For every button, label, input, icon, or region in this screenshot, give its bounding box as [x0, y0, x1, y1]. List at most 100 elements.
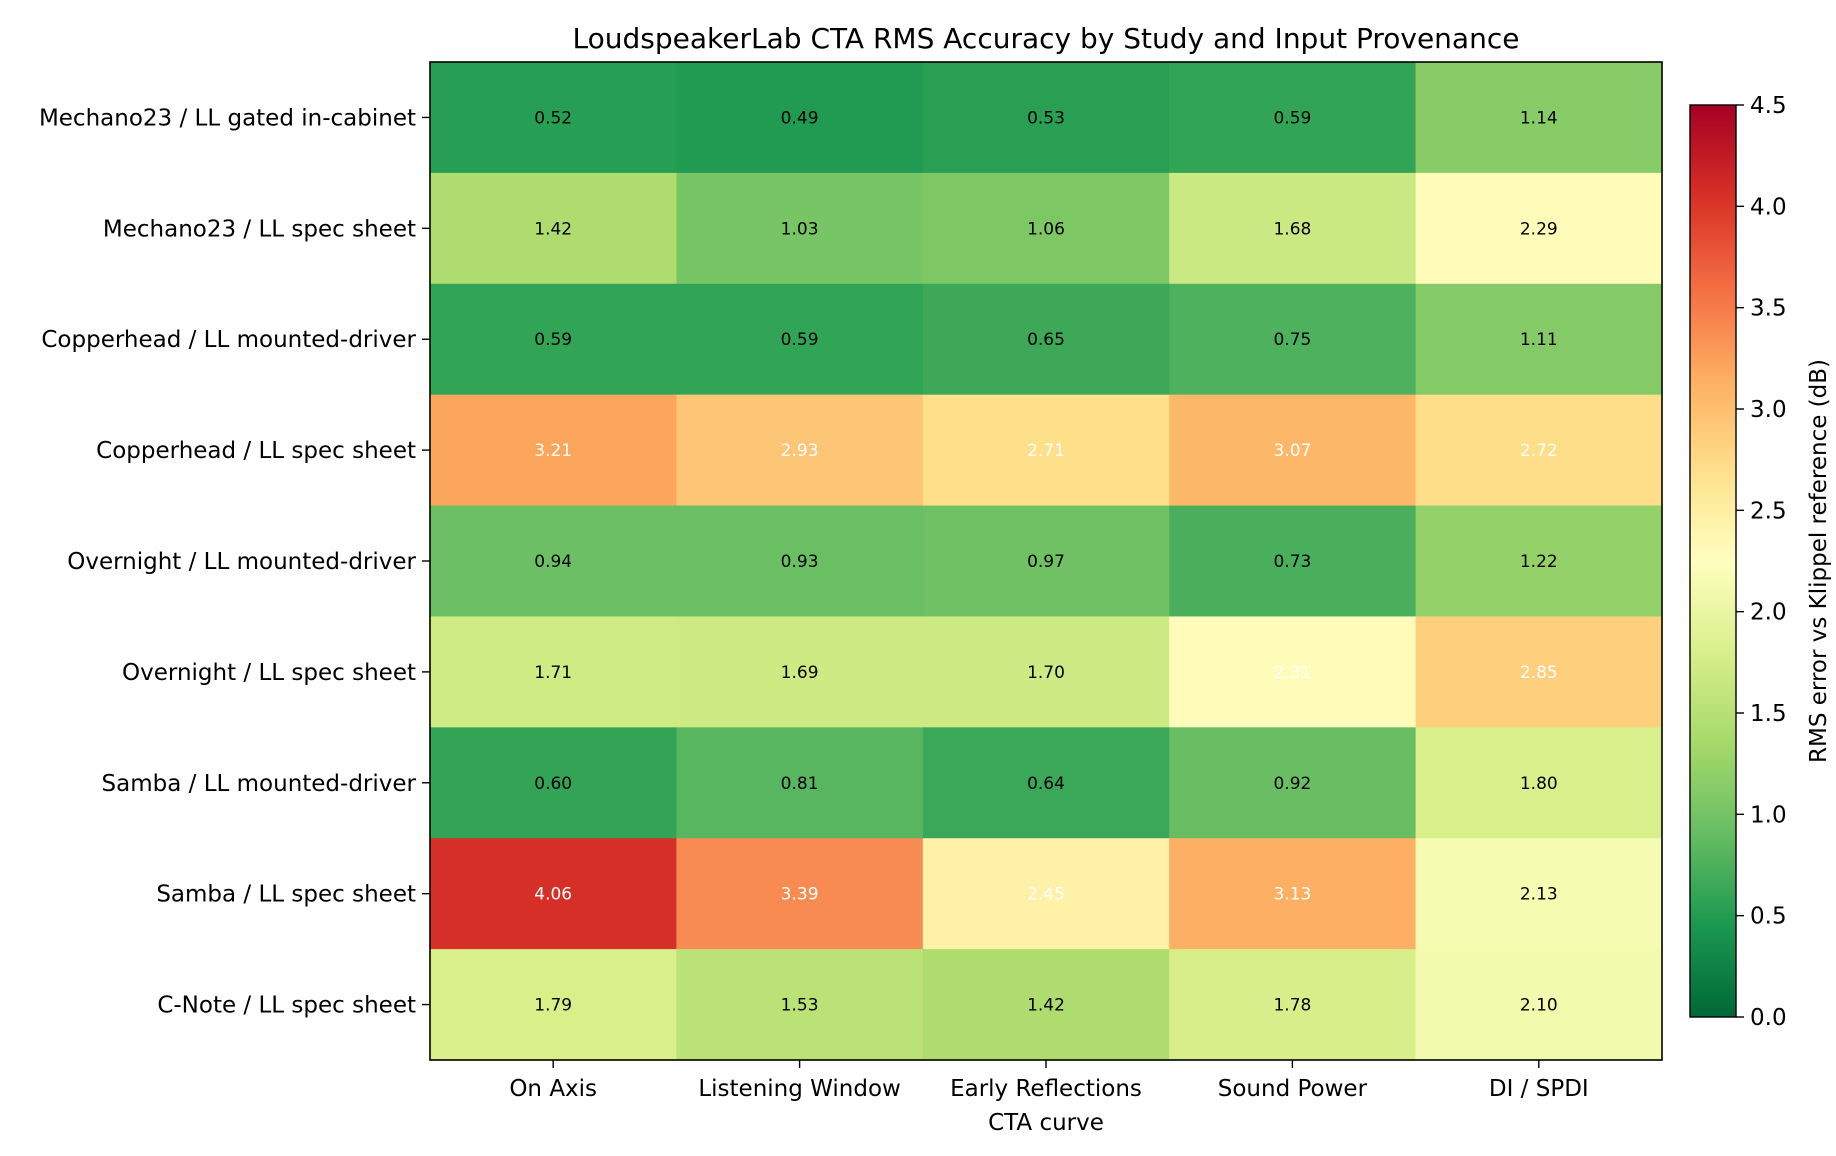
heatmap-cell-r0-c3 — [1169, 62, 1417, 174]
heatmap-cell-r5-c1 — [676, 616, 924, 728]
heatmap-cell-r6-c4 — [1415, 727, 1663, 839]
heatmap-cell-r6-c0 — [430, 727, 677, 839]
heatmap-cell-label-r7-c1: 3.39 — [781, 885, 819, 905]
heatmap-cell-label-r5-c2: 1.70 — [1027, 663, 1065, 683]
heatmap-cell-r8-c3 — [1169, 949, 1417, 1061]
y-axis: Mechano23 / LL gated in-cabinet Mechano23… — [39, 105, 430, 1019]
heatmap-cell-label-r2-c3: 0.75 — [1273, 330, 1311, 350]
heatmap-cell-label-r7-c0: 4.06 — [534, 885, 572, 905]
chart-title: LoudspeakerLab CTA RMS Accuracy by Study… — [573, 22, 1520, 55]
heatmap-cell-label-r5-c0: 1.71 — [534, 663, 572, 683]
heatmap-cells — [430, 62, 1663, 1061]
heatmap-cell-label-r6-c0: 0.60 — [534, 774, 572, 794]
y-tick-label-samba-ll-spec-sheet: Samba / LL spec sheet — [156, 882, 416, 908]
y-tick-label-copperhead-ll-mounted-driver: Copperhead / LL mounted-driver — [41, 327, 416, 353]
heatmap-cell-r2-c4 — [1415, 283, 1663, 396]
heatmap-cell-r3-c0 — [430, 394, 677, 507]
heatmap-cell-r5-c0 — [430, 616, 677, 728]
colorbar-tick-label-0-0: 0.0 — [1750, 1005, 1787, 1031]
heatmap-cell-r6-c3 — [1169, 727, 1417, 839]
heatmap-cell-label-r3-c2: 2.71 — [1027, 441, 1065, 461]
y-tick-label-c-note-ll-spec-sheet: C-Note / LL spec sheet — [157, 993, 416, 1019]
heatmap-cell-r2-c1 — [676, 283, 924, 396]
heatmap-cell-r2-c2 — [922, 283, 1170, 396]
y-tick-label-mechano23-ll-spec-sheet: Mechano23 / LL spec sheet — [103, 216, 416, 242]
heatmap-cell-label-r7-c2: 2.45 — [1027, 885, 1065, 905]
heatmap-cell-r6-c1 — [676, 727, 924, 839]
colorbar-tick-label-2-5: 2.5 — [1750, 498, 1787, 524]
heatmap-cell-label-r3-c0: 3.21 — [534, 441, 572, 461]
heatmap-cell-label-r3-c4: 2.72 — [1520, 441, 1558, 461]
heatmap-cell-r4-c3 — [1169, 505, 1417, 617]
heatmap-cell-r0-c0 — [430, 62, 677, 174]
heatmap-cell-label-r6-c1: 0.81 — [781, 774, 819, 794]
heatmap-cell-label-r5-c3: 2.31 — [1273, 663, 1311, 683]
heatmap-cell-r4-c4 — [1415, 505, 1663, 617]
heatmap-cell-r1-c1 — [676, 172, 924, 285]
colorbar-tick-label-4-0: 4.0 — [1750, 194, 1787, 220]
heatmap-cell-label-r3-c1: 2.93 — [781, 441, 819, 461]
colorbar: 0.0 0.5 1.0 1.5 2.0 2.5 3.0 3.5 4.0 4.5 RMS error… — [1689, 93, 1832, 1031]
heatmap-cell-label-r8-c2: 1.42 — [1027, 996, 1065, 1016]
colorbar-tick-label-2-0: 2.0 — [1750, 600, 1787, 626]
heatmap-cell-label-r5-c4: 2.85 — [1520, 663, 1558, 683]
heatmap-cell-label-r8-c3: 1.78 — [1273, 996, 1311, 1016]
heatmap-cell-r4-c0 — [430, 505, 677, 617]
x-tick-label-sound-power: Sound Power — [1218, 1076, 1368, 1102]
x-axis: On Axis Listening Window Early Reflections… — [509, 1060, 1589, 1102]
heatmap-cell-r3-c1 — [676, 394, 924, 507]
heatmap-cell-r5-c3 — [1169, 616, 1417, 728]
heatmap-cell-r8-c0 — [430, 949, 677, 1061]
heatmap-cell-label-r7-c3: 3.13 — [1273, 885, 1311, 905]
heatmap-cell-label-r0-c4: 1.14 — [1520, 108, 1558, 128]
heatmap-cell-label-r8-c0: 1.79 — [534, 996, 572, 1016]
heatmap-cell-label-r6-c3: 0.92 — [1273, 774, 1311, 794]
heatmap-cell-label-r2-c4: 1.11 — [1520, 330, 1558, 350]
heatmap-cell-r4-c1 — [676, 505, 924, 617]
heatmap-cell-r0-c1 — [676, 62, 924, 174]
heatmap-cell-r7-c0 — [430, 838, 677, 950]
heatmap-cell-label-r2-c0: 0.59 — [534, 330, 572, 350]
heatmap-cell-r3-c4 — [1415, 394, 1663, 507]
heatmap-cell-label-r7-c4: 2.13 — [1520, 885, 1558, 905]
heatmap-cell-r8-c4 — [1415, 949, 1663, 1061]
heatmap-cell-r4-c2 — [922, 505, 1170, 617]
heatmap-cell-r5-c4 — [1415, 616, 1663, 728]
heatmap-cell-r8-c2 — [922, 949, 1170, 1061]
colorbar-tick-label-1-0: 1.0 — [1750, 802, 1787, 828]
heatmap-cell-r0-c2 — [922, 62, 1170, 174]
heatmap-cell-label-r6-c2: 0.64 — [1027, 774, 1065, 794]
heatmap-cell-r7-c4 — [1415, 838, 1663, 950]
heatmap-cell-label-r0-c1: 0.49 — [781, 108, 819, 128]
heatmap-cell-r7-c3 — [1169, 838, 1417, 950]
colorbar-tick-label-4-5: 4.5 — [1750, 93, 1787, 119]
heatmap-cell-label-r4-c1: 0.93 — [781, 552, 819, 572]
heatmap-cell-label-r1-c3: 1.68 — [1273, 219, 1311, 239]
x-tick-label-early-reflections: Early Reflections — [950, 1076, 1142, 1102]
heatmap-cell-r3-c2 — [922, 394, 1170, 507]
heatmap-cell-r5-c2 — [922, 616, 1170, 728]
heatmap-cell-r8-c1 — [676, 949, 924, 1061]
heatmap-cell-label-r4-c4: 1.22 — [1520, 552, 1558, 572]
heatmap-cell-r7-c1 — [676, 838, 924, 950]
heatmap-cell-r1-c4 — [1415, 172, 1663, 285]
heatmap-cell-label-r1-c0: 1.42 — [534, 219, 572, 239]
heatmap-cell-label-r1-c2: 1.06 — [1027, 219, 1065, 239]
colorbar-tick-label-1-5: 1.5 — [1750, 701, 1787, 727]
heatmap-cell-label-r6-c4: 1.80 — [1520, 774, 1558, 794]
colorbar-tick-label-3-0: 3.0 — [1750, 397, 1787, 423]
heatmap-cell-r6-c2 — [922, 727, 1170, 839]
heatmap-cell-label-r2-c2: 0.65 — [1027, 330, 1065, 350]
heatmap-cell-label-r0-c2: 0.53 — [1027, 108, 1065, 128]
heatmap-cell-r1-c2 — [922, 172, 1170, 285]
heatmap-cell-label-r4-c0: 0.94 — [534, 552, 572, 572]
x-tick-label-on-axis: On Axis — [509, 1076, 597, 1102]
heatmap-cell-labels: 0.52 0.49 0.53 0.59 1.14 1.42 1.03 1.06 1.68 2.29… — [534, 108, 1557, 1015]
heatmap-cell-label-r0-c3: 0.59 — [1273, 108, 1311, 128]
colorbar-gradient — [1689, 104, 1737, 1018]
x-axis-label: CTA curve — [988, 1110, 1104, 1136]
heatmap-cell-label-r8-c4: 2.10 — [1520, 996, 1558, 1016]
heatmap-cell-r0-c4 — [1415, 62, 1663, 174]
heatmap-cell-r1-c0 — [430, 172, 677, 285]
